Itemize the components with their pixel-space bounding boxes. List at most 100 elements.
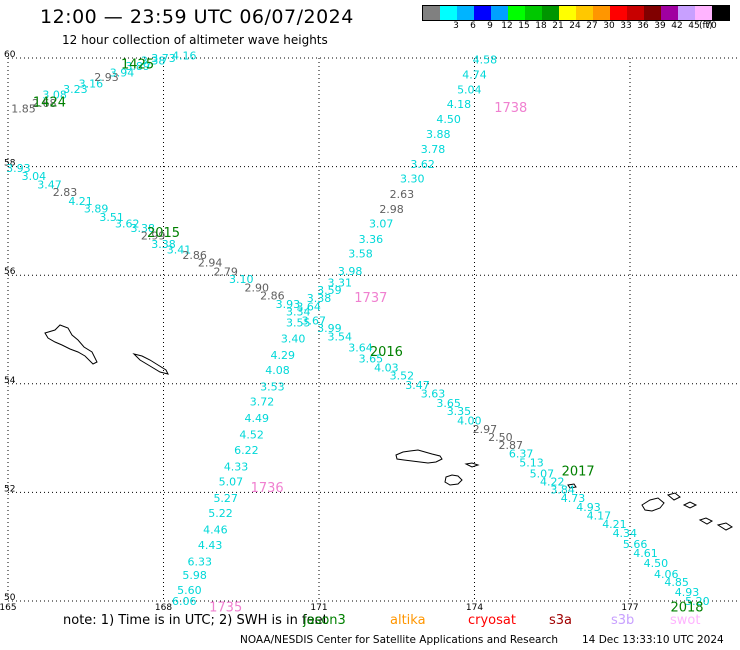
wave-height-value: 5.98 xyxy=(182,569,207,582)
lon-tick-label: 168 xyxy=(155,603,172,613)
wave-height-value: 3.62 xyxy=(410,158,435,171)
wave-height-value: 2.94 xyxy=(198,257,223,270)
legend-label: 33 xyxy=(620,21,632,31)
wave-height-value: 4.93 xyxy=(675,586,700,599)
wave-height-value: 5.27 xyxy=(213,492,238,505)
wave-height-value: 1.85 xyxy=(11,102,36,115)
legend-swatch xyxy=(542,6,559,20)
wave-height-value: 4.17 xyxy=(587,510,612,523)
legend-label: 6 xyxy=(470,21,476,31)
wave-height-value: 3.55 xyxy=(286,316,311,329)
wave-height-value: 4.93 xyxy=(576,501,601,514)
wave-height-value: 3.23 xyxy=(63,83,88,96)
legend-label: 45 xyxy=(688,21,700,31)
wave-height-value: 3.51 xyxy=(99,211,124,224)
lat-tick-label: 58 xyxy=(4,159,16,169)
pass-time-label: 1425 xyxy=(121,57,154,72)
wave-height-value: 6.06 xyxy=(172,595,197,608)
legend-swatch xyxy=(474,6,491,20)
legend-swatch xyxy=(610,6,627,20)
lon-tick-label: 174 xyxy=(466,603,483,613)
wave-height-value: 3.16 xyxy=(79,78,104,91)
wave-height-value: 4.06 xyxy=(654,568,679,581)
wave-height-value: 4.85 xyxy=(664,576,689,589)
wave-height-value: 2.79 xyxy=(213,265,238,278)
pass-time-label: 2016 xyxy=(370,345,403,360)
wave-height-value: 3.38 xyxy=(151,238,176,251)
wave-height-value: 3.35 xyxy=(447,405,472,418)
page-title: 12:00 — 23:59 UTC 06/07/2024 xyxy=(40,6,354,28)
legend-label: 36 xyxy=(637,21,649,31)
wave-height-value: 4.43 xyxy=(198,539,223,552)
wave-height-value: 3.89 xyxy=(125,60,150,73)
legend-swatch xyxy=(644,6,661,20)
wave-height-value: 3.93 xyxy=(276,298,301,311)
wave-height-value: 4.74 xyxy=(462,68,487,81)
wave-height-value: 2.83 xyxy=(53,186,78,199)
legend-swatch xyxy=(627,6,644,20)
wave-height-value: 4.52 xyxy=(239,428,264,441)
legend-label: 42 xyxy=(671,21,683,31)
legend-swatch xyxy=(678,6,695,20)
credit-line: NOAA/NESDIS Center for Satellite Applica… xyxy=(240,634,558,646)
satellite-label-s3b: s3b xyxy=(611,613,635,628)
legend-label: 12 xyxy=(501,21,513,31)
wave-height-value: 2.63 xyxy=(390,188,415,201)
lat-lon-grid xyxy=(7,57,740,602)
legend-swatch xyxy=(576,6,593,20)
wave-height-value: 3.08 xyxy=(42,88,67,101)
legend-label: 21 xyxy=(552,21,564,31)
legend-swatch xyxy=(712,6,729,20)
wave-height-value: 5.13 xyxy=(519,457,544,470)
satellite-label-cryosat: cryosat xyxy=(468,613,516,628)
wave-height-value: 2.86 xyxy=(182,249,207,262)
wave-height-value: 2.97 xyxy=(473,423,498,436)
wave-height-value: 2.90 xyxy=(245,282,270,295)
wave-height-value: 4.08 xyxy=(265,364,290,377)
lon-tick-label: 165 xyxy=(0,603,17,613)
legend-unit: (ft) xyxy=(699,21,713,31)
lat-tick-label: 60 xyxy=(4,50,16,60)
wave-height-value: 5.22 xyxy=(208,507,233,520)
wave-height-value: 4.03 xyxy=(374,362,399,375)
wave-height-value: 4.21 xyxy=(602,518,627,531)
legend-label: 18 xyxy=(535,21,547,31)
credit-date: 14 Dec 13:33:10 UTC 2024 xyxy=(582,634,724,646)
wave-height-value: 4.49 xyxy=(245,412,270,425)
wave-height-value: 3.40 xyxy=(281,333,306,346)
wave-height-value: 5.20 xyxy=(685,595,710,608)
wave-height-value: 4.33 xyxy=(224,460,249,473)
pass-time-label: 1735 xyxy=(209,600,242,615)
pass-time-label: 2015 xyxy=(147,226,180,241)
coastline-islands xyxy=(44,324,733,531)
wave-height-value: 2.87 xyxy=(499,439,524,452)
legend-swatch xyxy=(491,6,508,20)
wave-height-value: 3.58 xyxy=(348,247,373,260)
wave-height-value: 3.38 xyxy=(141,55,166,68)
wave-height-value: 3.89 xyxy=(84,202,109,215)
wave-height-value: 4.50 xyxy=(644,557,669,570)
lon-tick-label: 177 xyxy=(621,603,638,613)
pass-time-label: 2017 xyxy=(562,465,595,480)
wave-height-value: 2.99 xyxy=(141,230,166,243)
axis-labels: 165 168 171 174 177 60 58 56 54 52 50 xyxy=(0,50,639,613)
wave-height-value: 3.04 xyxy=(22,170,47,183)
pass-time-label: 2018 xyxy=(670,600,703,615)
wave-height-value: 4.73 xyxy=(561,492,586,505)
pass-time-label: 1424 xyxy=(33,95,66,110)
legend-swatch xyxy=(525,6,542,20)
legend-swatch xyxy=(661,6,678,20)
pass-time-label: 1737 xyxy=(354,291,387,306)
legend-swatch xyxy=(695,6,712,20)
wave-height-value: 4.50 xyxy=(436,113,461,126)
wave-height-value: 6.33 xyxy=(188,555,213,568)
legend-label: 9 xyxy=(487,21,493,31)
wave-height-value: 3.99 xyxy=(317,322,342,335)
wave-height-value: 4.18 xyxy=(447,98,472,111)
wave-height-value: 2.98 xyxy=(379,203,404,216)
wave-height-value: 4.16 xyxy=(172,49,197,62)
wave-height-value: 4.61 xyxy=(633,547,658,560)
satellite-label-altika: altika xyxy=(390,613,426,628)
pass-time-label: 1738 xyxy=(494,101,527,116)
